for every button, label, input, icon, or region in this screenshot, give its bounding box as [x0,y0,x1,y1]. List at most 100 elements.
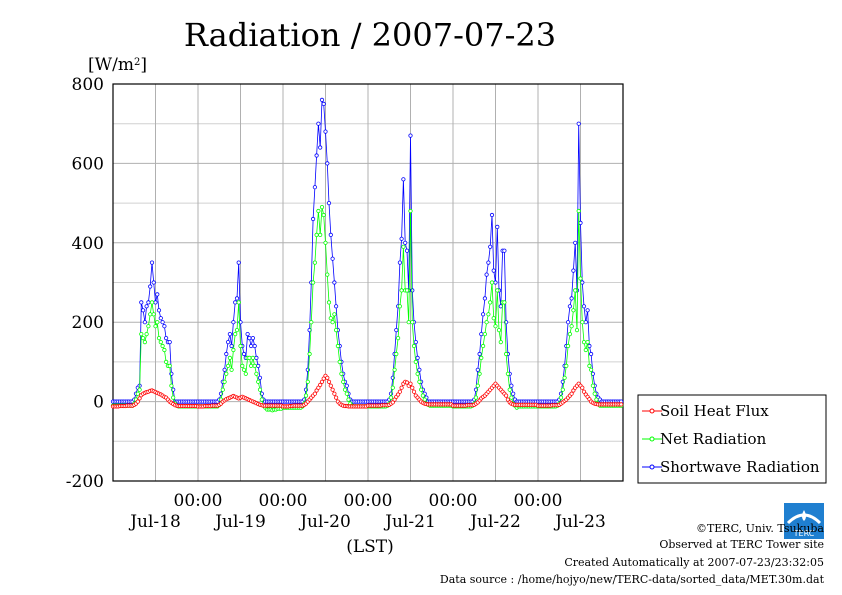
data-point [569,391,574,396]
data-point [151,312,156,317]
data-point [339,371,344,376]
data-point [148,312,153,317]
data-point [488,244,493,249]
data-point [509,383,514,388]
data-point [410,385,415,390]
data-point [318,145,323,150]
data-point [505,371,510,376]
data-point [318,232,323,237]
data-point [484,320,489,325]
data-point [410,288,415,293]
x-axis-label: (LST) [346,537,394,557]
data-point [155,292,160,297]
data-point [411,343,417,349]
data-point [493,324,498,329]
data-point [164,335,169,341]
data-point [319,379,325,384]
data-point [388,395,394,400]
data-point [312,391,317,396]
data-point [321,212,326,218]
data-point [332,391,337,396]
observed-text: Observed at TERC Tower site [659,538,824,551]
data-point [502,300,507,305]
data-point [310,216,316,222]
data-point [482,331,487,337]
data-point [401,244,406,249]
data-point [619,402,624,407]
data-point [139,300,144,305]
data-point [342,387,348,392]
data-point [562,375,567,380]
data-point [489,280,495,285]
grid [113,84,623,481]
data-point [594,397,599,402]
x-tick-day-label: Jul-22 [468,512,521,532]
data-point [505,397,510,402]
data-point [573,288,578,293]
data-point [576,208,581,214]
data-point [319,97,325,103]
data-point [567,331,573,337]
data-point [153,324,158,329]
data-point [250,355,255,360]
data-point [318,382,323,387]
data-point [236,300,241,305]
data-point [139,331,144,337]
legend-label: Shortwave Radiation [660,458,820,476]
y-tick-label: 0 [93,393,104,413]
data-point [418,387,424,392]
data-point [149,260,155,265]
legend-item: Net Radiation [642,430,767,448]
data-point [408,208,413,214]
data-point [333,395,339,400]
data-point [330,256,335,261]
data-point [224,351,229,357]
data-point [560,387,565,392]
data-point [233,300,238,305]
x-tick-time-label: 00:00 [429,491,478,511]
data-point [156,335,162,341]
data-point [509,395,514,400]
data-point [325,272,330,277]
y-axis-label: [W/m2] [88,55,147,75]
plot-frame [112,83,624,482]
data-point [233,331,238,337]
data-point [245,331,250,337]
data-point [573,240,578,245]
data-point [587,363,592,368]
data-point [249,343,254,349]
legend-swatch-marker [649,408,655,414]
y-tick-label: 200 [72,313,104,333]
data-point [220,387,225,392]
data-point [397,304,402,309]
data-point [581,339,587,345]
data-point [151,280,156,285]
data-point [162,347,167,353]
data-point [592,391,597,396]
data-point [171,395,176,400]
data-point [243,371,248,376]
data-point [319,205,325,210]
data-point [332,312,337,317]
data-point [390,400,395,405]
data-point [491,268,496,273]
data-point [567,304,573,309]
data-point [564,363,569,368]
data-point [328,316,333,321]
data-point [328,383,333,388]
data-point [241,351,247,357]
data-point [314,388,319,393]
data-point [397,389,402,394]
data-point [142,339,147,345]
data-point [511,391,516,396]
terc-logo: TERC [784,503,824,539]
data-point [314,232,319,237]
data-point [241,367,247,372]
y-axis-label-close: ] [140,55,147,75]
data-point [392,367,397,372]
data-point [580,385,585,390]
data-point [254,355,259,360]
data-point [495,288,500,293]
data-point [250,335,255,341]
